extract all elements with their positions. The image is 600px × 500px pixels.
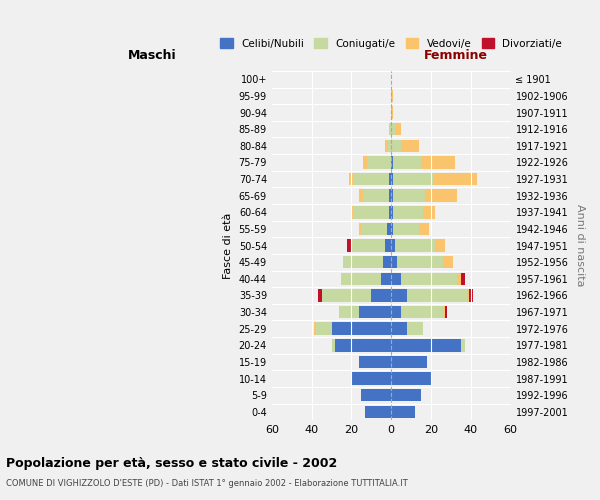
- Text: Femmine: Femmine: [424, 49, 488, 62]
- Bar: [389, 190, 391, 202]
- Bar: [391, 190, 393, 202]
- Bar: [401, 306, 443, 318]
- Bar: [359, 190, 364, 202]
- Bar: [391, 339, 461, 351]
- Bar: [457, 272, 461, 285]
- Bar: [393, 206, 423, 218]
- Bar: [391, 106, 393, 119]
- Bar: [395, 123, 401, 136]
- Bar: [383, 256, 391, 268]
- Bar: [359, 306, 391, 318]
- Bar: [391, 389, 421, 402]
- Bar: [391, 90, 393, 102]
- Bar: [352, 240, 385, 252]
- Bar: [391, 222, 393, 235]
- Bar: [461, 339, 465, 351]
- Bar: [364, 190, 389, 202]
- Bar: [407, 322, 423, 335]
- Bar: [385, 140, 387, 152]
- Bar: [385, 240, 391, 252]
- Bar: [391, 256, 397, 268]
- Bar: [391, 240, 395, 252]
- Bar: [340, 306, 359, 318]
- Bar: [381, 272, 391, 285]
- Bar: [387, 222, 391, 235]
- Bar: [393, 156, 421, 168]
- Bar: [316, 322, 332, 335]
- Bar: [389, 206, 391, 218]
- Bar: [322, 289, 371, 302]
- Bar: [391, 372, 431, 385]
- Bar: [391, 322, 407, 335]
- Bar: [391, 356, 427, 368]
- Bar: [433, 173, 477, 186]
- Bar: [423, 206, 435, 218]
- Bar: [361, 389, 391, 402]
- Bar: [353, 206, 389, 218]
- Bar: [341, 272, 381, 285]
- Bar: [393, 222, 419, 235]
- Bar: [391, 140, 401, 152]
- Bar: [419, 222, 429, 235]
- Bar: [391, 406, 415, 418]
- Bar: [469, 289, 473, 302]
- Bar: [391, 123, 395, 136]
- Y-axis label: Anni di nascita: Anni di nascita: [575, 204, 585, 287]
- Bar: [335, 339, 391, 351]
- Bar: [364, 156, 367, 168]
- Bar: [361, 222, 387, 235]
- Bar: [467, 289, 469, 302]
- Bar: [461, 272, 465, 285]
- Bar: [347, 240, 352, 252]
- Bar: [391, 173, 393, 186]
- Bar: [359, 356, 391, 368]
- Bar: [353, 173, 389, 186]
- Bar: [343, 256, 383, 268]
- Legend: Celibi/Nubili, Coniugati/e, Vedovi/e, Divorziati/e: Celibi/Nubili, Coniugati/e, Vedovi/e, Di…: [216, 34, 566, 53]
- Bar: [407, 289, 467, 302]
- Bar: [352, 206, 353, 218]
- Bar: [393, 173, 433, 186]
- Bar: [387, 140, 391, 152]
- Bar: [332, 322, 391, 335]
- Bar: [332, 339, 335, 351]
- Bar: [391, 156, 393, 168]
- Bar: [391, 206, 393, 218]
- Bar: [349, 173, 353, 186]
- Y-axis label: Fasce di età: Fasce di età: [223, 212, 233, 279]
- Bar: [395, 240, 435, 252]
- Bar: [435, 240, 445, 252]
- Bar: [445, 306, 447, 318]
- Bar: [389, 123, 391, 136]
- Bar: [391, 272, 401, 285]
- Text: COMUNE DI VIGHIZZOLO D'ESTE (PD) - Dati ISTAT 1° gennaio 2002 - Elaborazione TUT: COMUNE DI VIGHIZZOLO D'ESTE (PD) - Dati …: [6, 479, 408, 488]
- Bar: [401, 272, 457, 285]
- Bar: [397, 256, 443, 268]
- Bar: [367, 156, 391, 168]
- Bar: [352, 372, 391, 385]
- Bar: [391, 306, 401, 318]
- Bar: [393, 190, 425, 202]
- Bar: [443, 256, 453, 268]
- Bar: [425, 190, 457, 202]
- Bar: [317, 289, 322, 302]
- Bar: [365, 406, 391, 418]
- Bar: [443, 306, 445, 318]
- Text: Maschi: Maschi: [128, 49, 177, 62]
- Bar: [371, 289, 391, 302]
- Bar: [389, 173, 391, 186]
- Bar: [401, 140, 419, 152]
- Bar: [421, 156, 455, 168]
- Text: Popolazione per età, sesso e stato civile - 2002: Popolazione per età, sesso e stato civil…: [6, 458, 337, 470]
- Bar: [314, 322, 316, 335]
- Bar: [391, 289, 407, 302]
- Bar: [359, 222, 361, 235]
